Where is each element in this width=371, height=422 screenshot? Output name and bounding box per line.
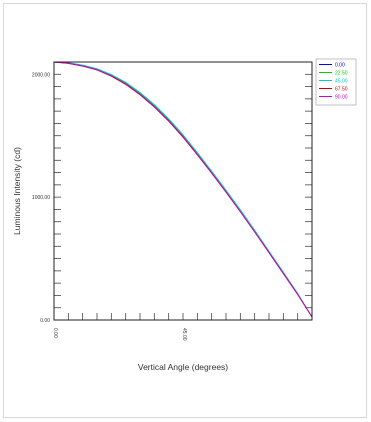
- plot-area-border: [53, 61, 313, 321]
- legend-box: [315, 58, 357, 106]
- legend-label: 67.50: [335, 87, 348, 93]
- x-axis-label: Vertical Angle (degrees): [138, 362, 228, 372]
- tick-labels: 0.00 1000.00 2000.00 0.00 45.00: [32, 72, 187, 340]
- legend-label: 22.50: [335, 71, 348, 77]
- y-axis-label: Luminous Intensity (cd): [12, 147, 22, 235]
- chart-legend: 0.00 22.50 45.00 67.50 90.00: [315, 58, 357, 106]
- x-tick-label: 45.00: [181, 328, 187, 341]
- legend-label: 0.00: [335, 63, 345, 69]
- y-tick-label: 2000.00: [32, 72, 50, 78]
- y-tick-label: 0.00: [40, 318, 50, 324]
- series-line-90.00: [53, 61, 313, 318]
- legend-label: 90.00: [335, 95, 348, 101]
- y-tick-label: 1000.00: [32, 195, 50, 201]
- series-line-45.00: [53, 61, 313, 318]
- legend-label: 45.00: [335, 79, 348, 85]
- x-tick-label: 0.00: [52, 328, 58, 338]
- outer-frame: [3, 3, 367, 418]
- plot-series: [53, 61, 313, 318]
